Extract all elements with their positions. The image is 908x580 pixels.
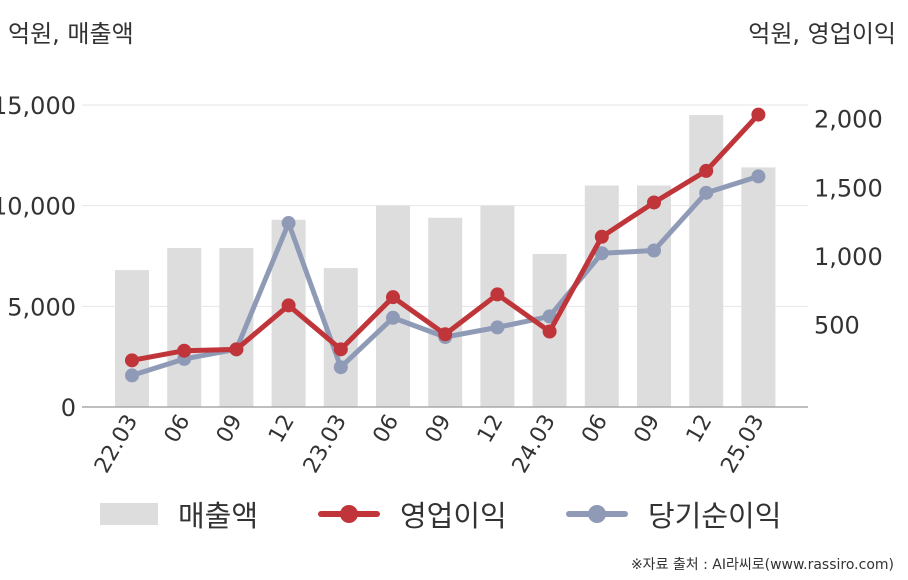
point-net-income (386, 310, 400, 325)
point-operating-profit (699, 163, 714, 178)
legend-item-revenue: 매출액 (100, 494, 258, 534)
right-axis-title: 억원, 영업이익 (748, 20, 896, 48)
point-operating-profit (647, 195, 661, 210)
left-tick-label: 15,000 (0, 92, 76, 120)
point-operating-profit (229, 342, 244, 357)
legend-label-revenue: 매출액 (178, 499, 259, 533)
point-operating-profit (542, 324, 557, 339)
line-series (125, 107, 766, 383)
bar-revenue (480, 205, 515, 407)
x-tick-label: 12 (473, 411, 509, 448)
right-tick-label: 1,500 (814, 174, 883, 202)
legend-label-net-income: 당기순이익 (648, 499, 782, 533)
left-axis-title: 억원, 매출액 (8, 20, 134, 48)
point-net-income (751, 169, 766, 184)
x-tick-label: 06 (577, 411, 613, 448)
point-operating-profit (125, 353, 139, 368)
bar-revenue (637, 185, 671, 407)
x-tick-label: 06 (369, 411, 405, 448)
x-tick-label: 09 (421, 411, 457, 448)
point-operating-profit (333, 342, 348, 357)
point-operating-profit (751, 107, 766, 122)
point-net-income (594, 246, 609, 261)
point-operating-profit (438, 327, 453, 342)
point-net-income (125, 368, 139, 383)
legend-swatch-operating-profit (318, 499, 380, 529)
bar-revenue (167, 247, 202, 407)
point-operating-profit (177, 343, 192, 358)
x-tick-label: 23.03 (299, 411, 352, 478)
bar-revenue (428, 217, 463, 407)
legend-item-operating-profit: 영업이익 (318, 494, 507, 534)
x-tick-label: 06 (160, 411, 196, 448)
x-axis-ticks: 22.03 06 09 12 23.03 06 09 12 24.03 06 09 12 25.03 (90, 411, 770, 478)
left-tick-label: 10,000 (0, 193, 76, 221)
left-tick-label: 0 (61, 394, 76, 422)
legend-item-net-income: 당기순이익 (566, 494, 781, 534)
left-axis-ticks: 0 5,000 10,000 15,000 (0, 92, 76, 422)
point-net-income (333, 360, 348, 375)
point-operating-profit (281, 298, 296, 313)
point-operating-profit (386, 290, 400, 305)
point-net-income (699, 185, 714, 200)
source-note: ※자료 출처 : AI라씨로(www.rassiro.com) (630, 557, 894, 573)
x-tick-label: 12 (264, 411, 300, 448)
right-axis-ticks: 500 1,000 1,500 2,000 (814, 106, 883, 340)
x-tick-label: 22.03 (90, 411, 143, 478)
x-tick-label: 09 (212, 411, 248, 448)
x-tick-label: 09 (630, 411, 666, 448)
x-tick-label: 25.03 (716, 411, 769, 478)
point-net-income (647, 243, 661, 258)
bar-revenue (115, 270, 149, 407)
legend-label-operating-profit: 영업이익 (400, 499, 507, 533)
right-tick-label: 1,000 (814, 243, 883, 271)
bar-series (115, 115, 776, 408)
x-tick-label: 24.03 (508, 411, 561, 478)
right-tick-label: 2,000 (814, 106, 883, 134)
legend-swatch-net-income (566, 499, 628, 529)
left-tick-label: 5,000 (7, 293, 76, 321)
legend-swatch-revenue (100, 503, 158, 525)
bar-revenue (689, 115, 724, 408)
point-net-income (542, 309, 557, 324)
bar-revenue (219, 247, 254, 407)
point-operating-profit (594, 229, 609, 244)
point-net-income (281, 216, 296, 231)
right-tick-label: 500 (814, 312, 860, 340)
bar-revenue (584, 185, 619, 407)
x-tick-label: 12 (682, 411, 718, 448)
bar-revenue (741, 167, 776, 407)
point-operating-profit (490, 287, 505, 302)
point-net-income (490, 320, 505, 335)
